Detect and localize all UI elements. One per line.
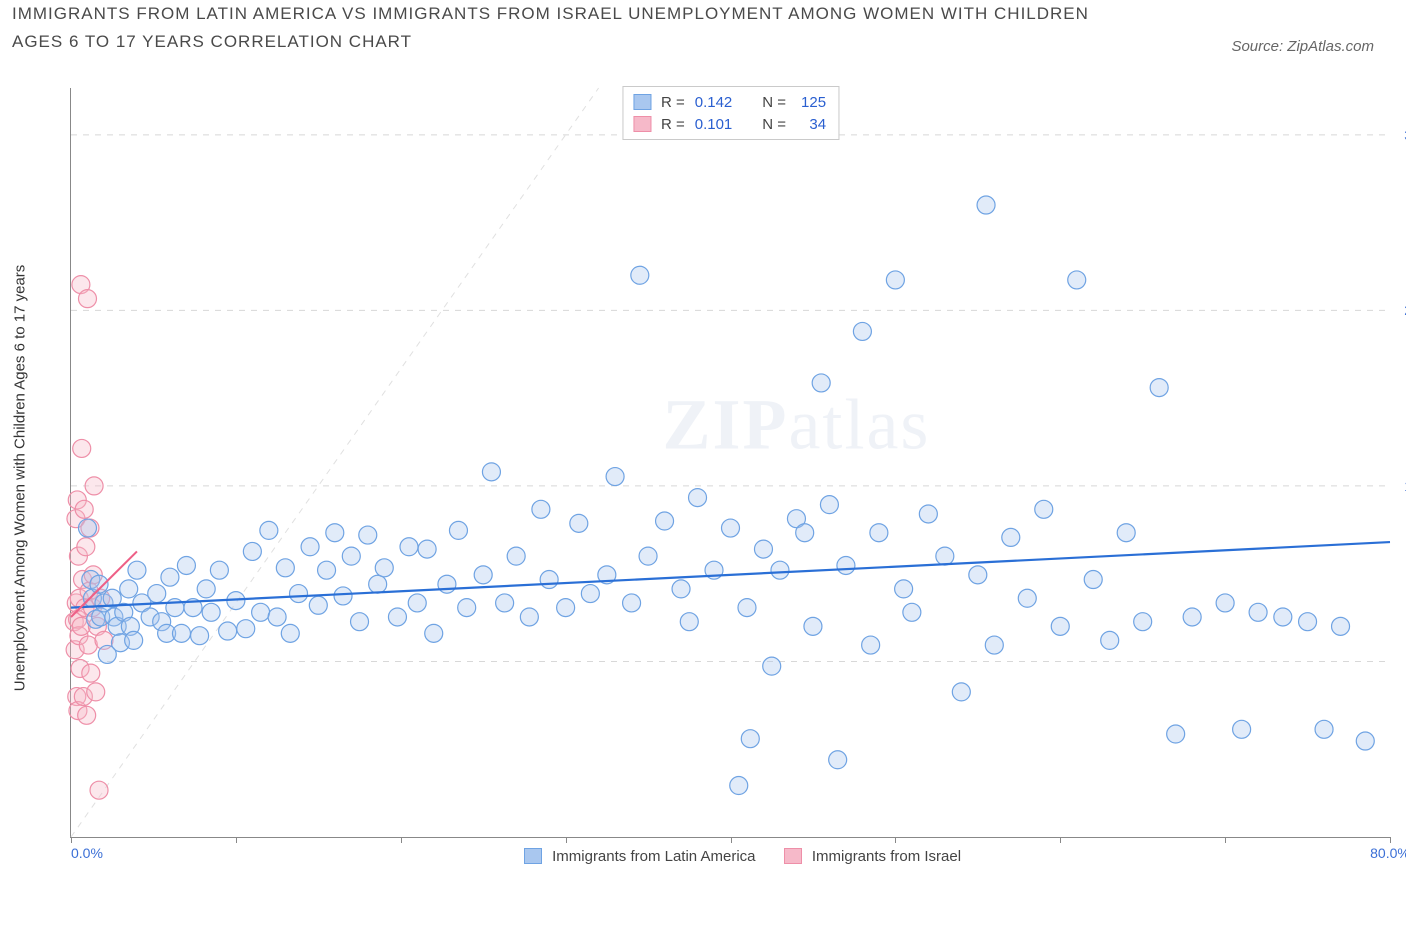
n-value-israel: 34 bbox=[796, 116, 826, 133]
legend-label-israel: Immigrants from Israel bbox=[812, 848, 961, 865]
n-label: N = bbox=[762, 94, 786, 111]
source-credit: Source: ZipAtlas.com bbox=[1231, 38, 1374, 55]
plot-container: Unemployment Among Women with Children A… bbox=[60, 88, 1390, 868]
legend-row-israel: R = 0.101 N = 34 bbox=[633, 113, 826, 135]
chart-title: IMMIGRANTS FROM LATIN AMERICA VS IMMIGRA… bbox=[12, 0, 1092, 56]
x-tick-mark bbox=[1225, 837, 1226, 843]
bottom-legend: Immigrants from Latin America Immigrants… bbox=[71, 848, 1390, 865]
stats-legend: R = 0.142 N = 125 R = 0.101 N = 34 bbox=[622, 86, 839, 140]
r-value-israel: 0.101 bbox=[695, 116, 733, 133]
x-tick-label: 0.0% bbox=[71, 845, 103, 861]
r-label: R = bbox=[661, 116, 685, 133]
n-value-latin: 125 bbox=[796, 94, 826, 111]
x-tick-mark bbox=[895, 837, 896, 843]
r-value-latin: 0.142 bbox=[695, 94, 733, 111]
x-tick-mark bbox=[71, 837, 72, 843]
n-label: N = bbox=[762, 116, 786, 133]
y-axis-label: Unemployment Among Women with Children A… bbox=[12, 265, 29, 692]
x-tick-mark bbox=[566, 837, 567, 843]
chart-header: IMMIGRANTS FROM LATIN AMERICA VS IMMIGRA… bbox=[12, 0, 1394, 80]
x-tick-mark bbox=[1390, 837, 1391, 843]
legend-label-latin: Immigrants from Latin America bbox=[552, 848, 755, 865]
x-tick-mark bbox=[1060, 837, 1061, 843]
r-label: R = bbox=[661, 94, 685, 111]
x-tick-mark bbox=[236, 837, 237, 843]
swatch-israel-icon bbox=[784, 848, 802, 864]
x-tick-mark bbox=[731, 837, 732, 843]
scatter-svg bbox=[71, 88, 1390, 837]
swatch-latin bbox=[633, 94, 651, 110]
swatch-israel bbox=[633, 116, 651, 132]
plot-area: R = 0.142 N = 125 R = 0.101 N = 34 ZIPat… bbox=[70, 88, 1390, 838]
x-tick-mark bbox=[401, 837, 402, 843]
swatch-latin-icon bbox=[524, 848, 542, 864]
legend-row-latin: R = 0.142 N = 125 bbox=[633, 91, 826, 113]
x-tick-label: 80.0% bbox=[1370, 845, 1406, 861]
